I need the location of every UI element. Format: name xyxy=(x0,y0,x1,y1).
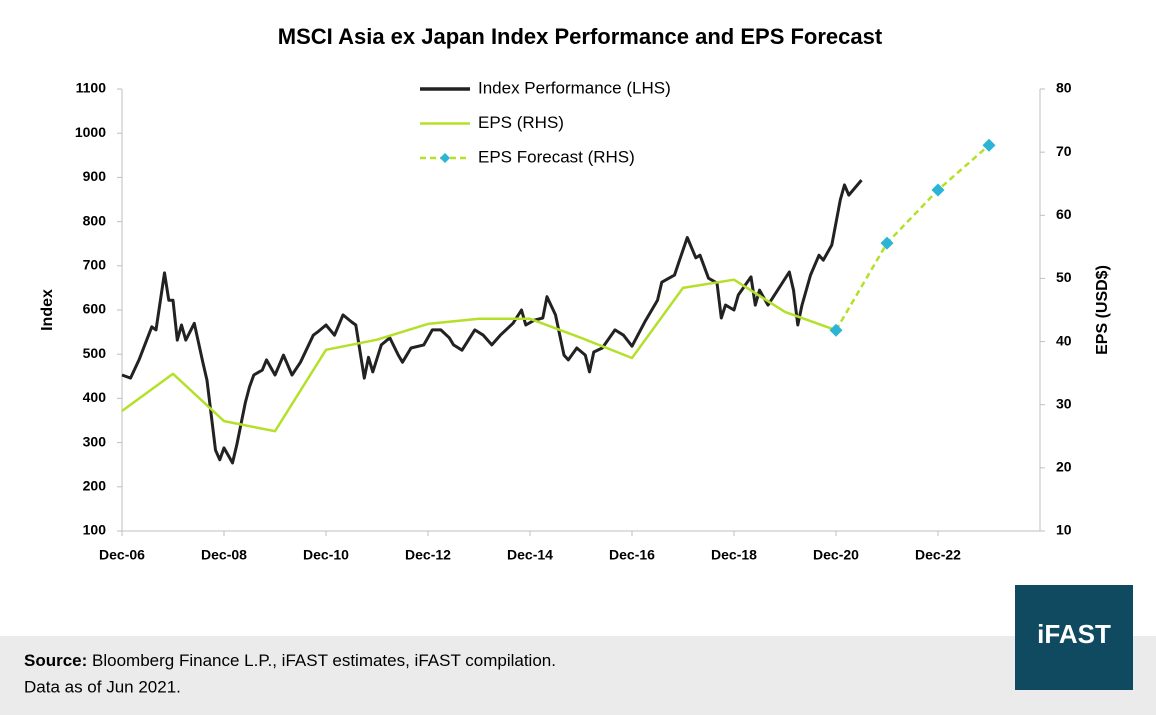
logo-box xyxy=(1015,585,1133,690)
legend-label: EPS (RHS) xyxy=(478,113,564,132)
y2-tick-label: 70 xyxy=(1056,143,1072,159)
y2-tick-label: 30 xyxy=(1056,395,1072,411)
source-label: Source: xyxy=(24,651,87,670)
source-text: Bloomberg Finance L.P., iFAST estimates,… xyxy=(92,651,556,670)
x-tick-label: Dec-08 xyxy=(201,547,247,563)
legend-label: Index Performance (LHS) xyxy=(478,78,671,97)
x-tick-label: Dec-22 xyxy=(915,547,961,563)
y-tick-label: 800 xyxy=(83,212,107,228)
y-tick-label: 1000 xyxy=(75,124,106,140)
y2-tick-label: 80 xyxy=(1056,80,1072,96)
y-tick-label: 100 xyxy=(83,522,107,538)
marker xyxy=(829,323,843,337)
legend-marker xyxy=(440,153,450,163)
x-tick-label: Dec-06 xyxy=(99,547,145,563)
marker xyxy=(982,138,996,152)
y2-axis-label: EPS (USD$) xyxy=(1094,265,1111,355)
source: Source: Bloomberg Finance L.P., iFAST es… xyxy=(24,651,556,670)
x-tick-label: Dec-14 xyxy=(507,547,553,563)
y-tick-label: 700 xyxy=(83,257,107,273)
x-tick-label: Dec-10 xyxy=(303,547,349,563)
y-tick-label: 500 xyxy=(83,345,107,361)
y2-tick-label: 50 xyxy=(1056,269,1072,285)
legend-label: EPS Forecast (RHS) xyxy=(478,147,635,166)
y-axis-label: Index xyxy=(39,289,56,331)
y2-tick-label: 40 xyxy=(1056,332,1072,348)
note: Data as of Jun 2021. xyxy=(24,677,181,696)
series-line xyxy=(121,179,863,465)
y-tick-label: 900 xyxy=(83,168,107,184)
y2-tick-label: 20 xyxy=(1056,459,1072,475)
x-tick-label: Dec-20 xyxy=(813,547,859,563)
y-tick-label: 300 xyxy=(83,433,107,449)
marker xyxy=(931,183,945,197)
logo: iFAST xyxy=(1037,619,1111,649)
y2-tick-label: 10 xyxy=(1056,522,1072,538)
y-tick-label: 1100 xyxy=(76,80,107,96)
x-tick-label: Dec-18 xyxy=(711,547,757,563)
y-tick-label: 200 xyxy=(83,478,107,494)
x-tick-label: Dec-12 xyxy=(405,547,451,563)
series-line xyxy=(121,278,837,433)
chart-title: MSCI Asia ex Japan Index Performance and… xyxy=(278,24,883,49)
y2-tick-label: 60 xyxy=(1056,206,1072,222)
y-tick-label: 400 xyxy=(83,389,107,405)
y-tick-label: 600 xyxy=(83,301,107,317)
marker xyxy=(880,236,894,250)
x-tick-label: Dec-16 xyxy=(609,547,655,563)
footer-band xyxy=(0,636,1156,715)
series-line xyxy=(834,144,990,331)
